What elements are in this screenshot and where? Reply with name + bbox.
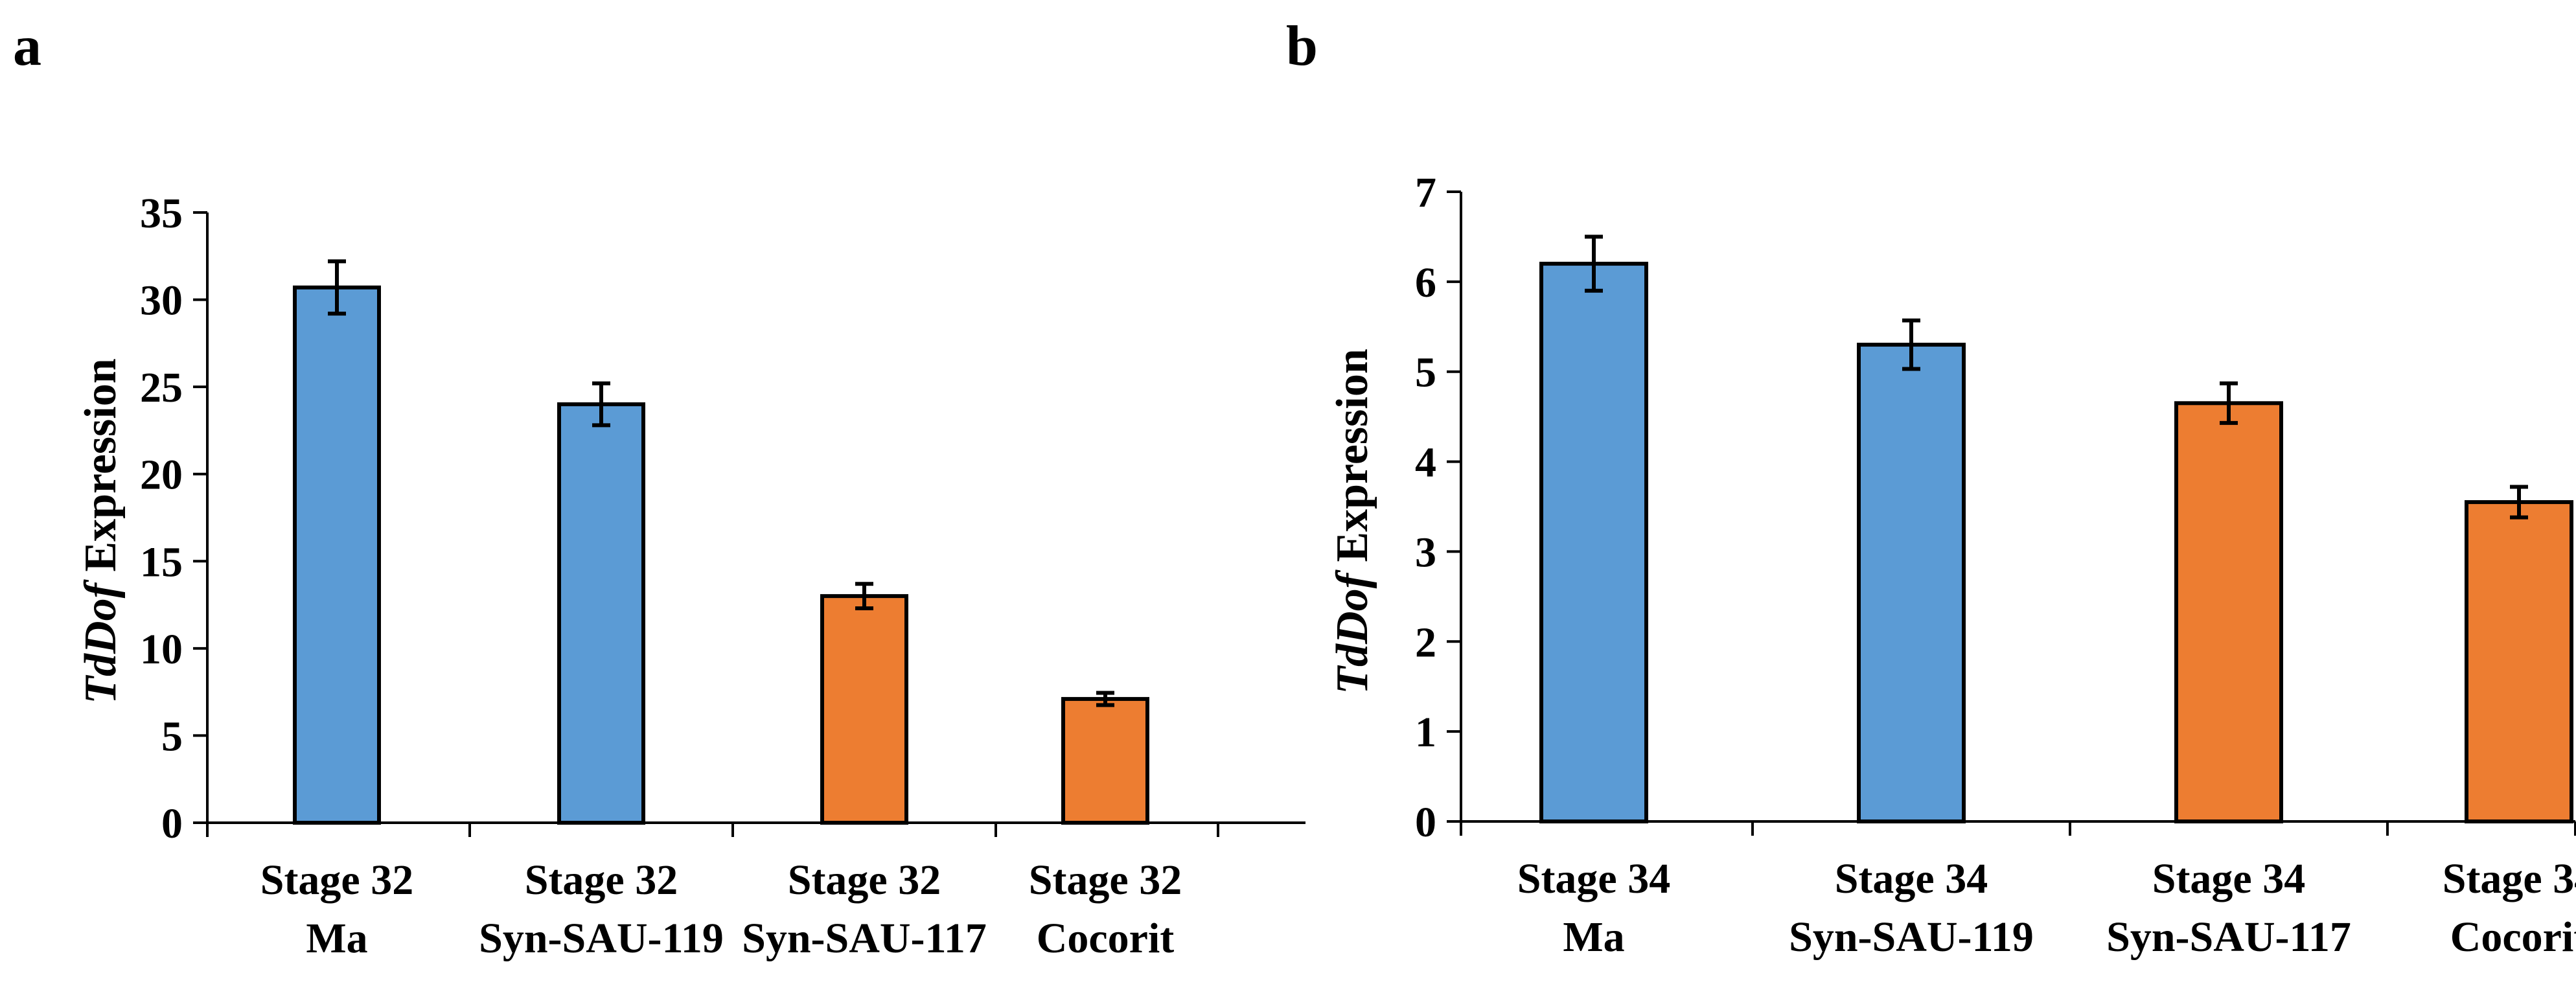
y-tick-label: 15 [140,538,183,586]
y-tick-label: 0 [1415,799,1436,846]
y-tick-label: 7 [1415,169,1436,216]
x-category-line2: Ma [1563,913,1624,961]
x-category-label: Stage 32 Cocorit [1029,856,1182,962]
y-tick-label: 30 [140,277,183,325]
y-tick-label: 20 [140,452,183,499]
error-bar-3 [855,582,873,610]
y-tick-label: 4 [1415,439,1436,487]
y-tick-label: 1 [1415,709,1436,756]
y-tick-label: 35 [140,190,183,237]
x-category-line2: Syn-SAU-117 [742,915,987,962]
y-tick-label: 0 [161,800,183,847]
panel-a: a TdDof Expression 0 5 10 15 20 25 30 35 Stage 3… [13,15,1305,962]
x-category-label: Stage 34 Ma [1517,855,1670,961]
x-category-line1: Stage 34 [2443,855,2576,902]
panel-letter-a: a [13,15,41,78]
bar-1 [1539,262,1648,824]
x-category-line1: Stage 34 [2152,855,2305,902]
bar-1 [293,285,381,825]
bar-4 [1061,696,1149,825]
x-category-line2: Cocorit [1037,915,1175,962]
panel-letter-b: b [1286,15,1318,78]
x-category-label: Stage 34 Syn-SAU-117 [2106,855,2351,961]
y-tick-label: 3 [1415,529,1436,576]
x-category-line1: Stage 32 [260,856,413,904]
error-bar-2 [1902,318,1920,371]
bar-3 [2174,401,2283,823]
x-category-line1: Stage 32 [525,856,678,904]
bar-4 [2465,500,2573,823]
y-tick-label: 6 [1415,259,1436,306]
x-category-label: Stage 34 Syn-SAU-119 [1789,855,2034,961]
y-axis-title-word-b: Expression [1328,349,1377,573]
x-category-line2: Syn-SAU-117 [2106,913,2351,961]
x-category-label: Stage 32 Syn-SAU-117 [742,856,987,962]
y-axis-title-gene-a: TdDof [76,579,126,704]
error-bar-4 [2510,485,2528,520]
y-axis-title-a: TdDof Expression [76,358,126,704]
error-bar-1 [328,259,346,316]
y-tick-label: 5 [161,713,183,760]
x-category-line2: Cocorit [2450,913,2576,961]
bar-2 [1857,343,1966,823]
error-bar-1 [1585,235,1603,293]
x-category-line1: Stage 34 [1517,855,1670,902]
y-tick-label: 10 [140,626,183,673]
x-category-label: Stage 32 Syn-SAU-119 [479,856,724,962]
y-tick-label: 2 [1415,619,1436,666]
y-axis-title-b: TdDof Expression [1328,349,1377,694]
x-category-line2: Syn-SAU-119 [479,915,724,962]
x-category-line1: Stage 32 [1029,856,1182,904]
x-category-line2: Syn-SAU-119 [1789,913,2034,961]
error-bar-3 [2220,381,2238,425]
bar-2 [557,402,645,825]
y-tick-label: 5 [1415,349,1436,396]
error-bar-4 [1096,691,1114,707]
x-category-label: Stage 32 Ma [260,856,413,962]
x-category-line2: Ma [306,915,367,962]
y-axis-title-gene-b: TdDof [1328,569,1377,694]
x-category-label: Stage 34 Cocorit [2443,855,2576,961]
y-axis-title-word-a: Expression [76,358,126,583]
y-tick-label: 25 [140,364,183,411]
x-category-line1: Stage 32 [788,856,941,904]
bar-3 [820,594,908,825]
error-bar-2 [592,381,610,428]
x-category-line1: Stage 34 [1835,855,1988,902]
